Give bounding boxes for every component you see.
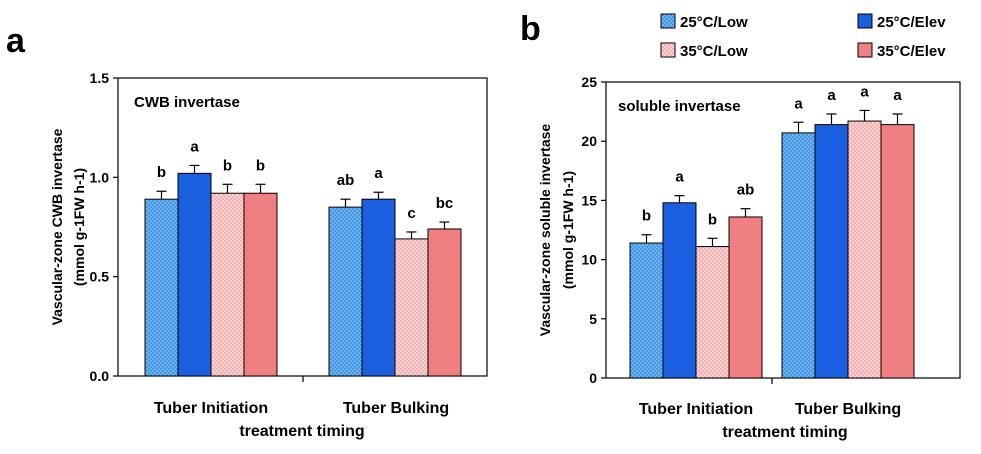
- legend-label-35c-elev: 35°C/Elev: [877, 43, 946, 60]
- bar-b-s3-c0: [728, 216, 763, 379]
- y-tick-label-a-1: 0.5: [90, 269, 110, 285]
- y-axis-title-a: Vascular-zone CWB invertase: [49, 128, 65, 325]
- sig-letter-b-s3-c0: ab: [737, 182, 755, 199]
- x-category-label-a-0: Tuber Initiation: [154, 400, 268, 417]
- x-category-label-b-0: Tuber Initiation: [639, 401, 753, 418]
- bar-b-s3-c1: [880, 124, 915, 379]
- bar-b-s0-c0: [629, 242, 664, 379]
- y-axis-units-b: (mmol g-1FW h-1): [560, 171, 576, 289]
- legend-label-25c-elev: 25°C/Elev: [877, 14, 946, 31]
- bar-a-s1-c0: [177, 172, 212, 377]
- sig-letter-a-s0-c0: b: [157, 164, 166, 181]
- legend-label-25c-low: 25°C/Low: [680, 14, 748, 31]
- sig-letter-b-s3-c1: a: [893, 87, 902, 104]
- panel-label-a: a: [6, 22, 26, 60]
- sig-letter-b-s0-c0: b: [642, 208, 651, 225]
- sig-letter-a-s3-c1: bc: [436, 195, 454, 212]
- legend-label-35c-low: 35°C/Low: [680, 43, 748, 60]
- y-axis-units-a: (mmol g-1FW h-1): [71, 168, 87, 286]
- bar-b-s2-c1: [847, 120, 882, 379]
- bar-a-s1-c1: [361, 198, 396, 377]
- sig-letter-a-s2-c1: c: [407, 205, 415, 222]
- sig-letter-b-s2-c1: a: [860, 83, 869, 100]
- x-axis-title-a: treatment timing: [239, 423, 364, 440]
- x-category-label-a-1: Tuber Bulking: [343, 400, 449, 417]
- sig-letter-a-s1-c1: a: [374, 165, 383, 182]
- sig-letter-b-s1-c1: a: [827, 87, 836, 104]
- x-axis-title-b: treatment timing: [722, 424, 847, 441]
- legend-swatch-35c-elev: [857, 42, 873, 58]
- bar-a-s0-c0: [144, 198, 179, 377]
- y-tick-label-b-5: 25: [581, 74, 597, 90]
- sig-letter-b-s0-c1: a: [794, 95, 803, 112]
- y-tick-label-b-3: 15: [581, 192, 597, 208]
- bar-b-s0-c1: [781, 132, 816, 379]
- plot-annotation-a: CWB invertase: [134, 94, 240, 111]
- y-tick-label-b-0: 0: [589, 370, 597, 386]
- y-tick-label-a-2: 1.0: [90, 169, 110, 185]
- bar-b-s2-c0: [695, 246, 730, 379]
- legend-swatch-35c-low: [660, 42, 676, 58]
- sig-letter-a-s2-c0: b: [223, 157, 232, 174]
- sig-letter-b-s1-c0: a: [675, 169, 684, 186]
- y-tick-label-b-4: 20: [581, 133, 597, 149]
- panel-label-b: b: [520, 10, 541, 48]
- bar-a-s3-c0: [243, 192, 278, 377]
- legend-swatch-25c-elev: [857, 13, 873, 29]
- x-category-label-b-1: Tuber Bulking: [795, 401, 901, 418]
- bar-a-s3-c1: [427, 228, 462, 377]
- bar-a-s2-c1: [394, 238, 429, 377]
- sig-letter-a-s1-c0: a: [190, 138, 199, 155]
- y-tick-label-b-2: 10: [581, 252, 597, 268]
- legend-swatch-25c-low: [660, 13, 676, 29]
- plot-annotation-b: soluble invertase: [618, 98, 741, 115]
- bar-a-s2-c0: [210, 192, 245, 377]
- legend: 25°C/Low 25°C/Elev 35°C/Low 35°C/Elev: [660, 13, 946, 60]
- sig-letter-a-s0-c1: ab: [337, 172, 355, 189]
- bar-a-s0-c1: [328, 206, 363, 377]
- y-axis-title-b: Vascular-zone soluble invertase: [537, 124, 553, 337]
- sig-letter-b-s2-c0: b: [708, 211, 717, 228]
- y-tick-label-b-1: 5: [589, 311, 597, 327]
- bar-b-s1-c1: [814, 124, 849, 379]
- bar-b-s1-c0: [662, 202, 697, 379]
- sig-letter-a-s3-c0: b: [256, 157, 265, 174]
- y-tick-label-a-3: 1.5: [90, 70, 110, 86]
- y-tick-label-a-0: 0.0: [90, 368, 110, 384]
